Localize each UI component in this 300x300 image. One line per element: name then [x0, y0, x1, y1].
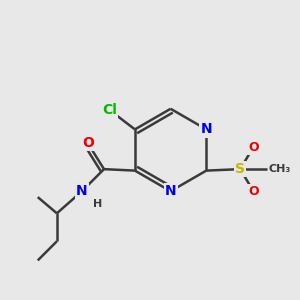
Text: N: N: [200, 122, 212, 136]
Text: O: O: [248, 185, 259, 198]
Text: N: N: [76, 184, 88, 198]
Text: O: O: [82, 136, 94, 150]
Text: H: H: [93, 199, 102, 208]
Text: Cl: Cl: [102, 103, 117, 117]
Text: O: O: [248, 141, 259, 154]
Text: N: N: [165, 184, 176, 198]
Text: S: S: [235, 162, 245, 176]
Text: CH₃: CH₃: [268, 164, 290, 174]
